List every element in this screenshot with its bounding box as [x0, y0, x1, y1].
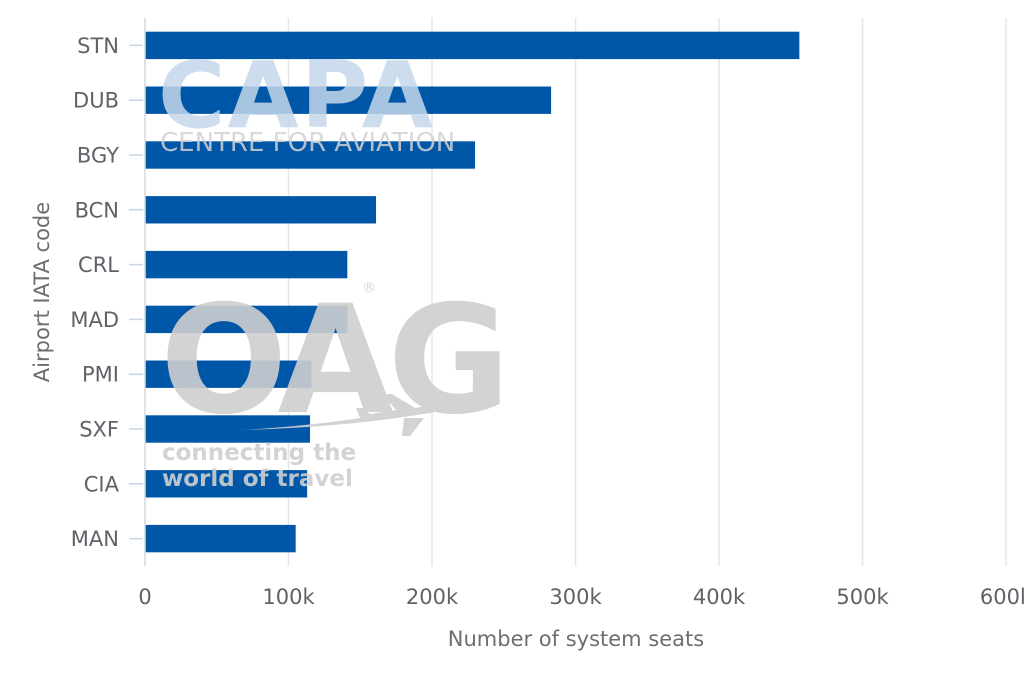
y-tick-label: BCN — [75, 198, 119, 222]
capa-watermark: CAPA CENTRE FOR AVIATION — [158, 42, 455, 158]
bar-dub — [145, 86, 552, 114]
bar-mad — [145, 305, 348, 334]
y-tick-label: CRL — [78, 253, 119, 277]
bar-man — [145, 524, 296, 553]
bar-pmi — [145, 360, 312, 388]
x-axis-title: Number of system seats — [448, 627, 704, 651]
x-tick-label: 600k — [980, 585, 1024, 609]
y-tick-label: DUB — [73, 89, 119, 113]
bar-stn — [145, 31, 800, 60]
oag-tagline-line2: world of travel — [162, 466, 353, 492]
y-tick-label: BGY — [77, 144, 119, 168]
x-tick-label: 200k — [406, 585, 459, 609]
oag-registered-mark: ® — [362, 280, 376, 296]
y-tick-label: MAN — [71, 527, 119, 551]
oag-tagline-line1: connecting the — [162, 440, 356, 466]
bar-crl — [145, 250, 348, 279]
y-tick-label: MAD — [70, 308, 119, 332]
capa-tagline: CENTRE FOR AVIATION — [160, 128, 455, 158]
y-tick-label: PMI — [82, 363, 119, 387]
y-tick-label: CIA — [84, 472, 120, 496]
axes: 0 100k 200k 300k 400k 500k 600k STN DUB BGY BCN CRL… — [70, 18, 1024, 609]
x-tick-label: 400k — [693, 585, 746, 609]
x-tick-label: 300k — [549, 585, 602, 609]
y-tick-label: SXF — [79, 418, 119, 442]
oag-logo-text: OAG — [160, 274, 505, 448]
bar-bcn — [145, 196, 377, 224]
bars — [145, 31, 800, 553]
oag-watermark: OAG ® connecting the world of travel — [160, 274, 511, 492]
airplane-wing-icon — [402, 418, 424, 436]
x-tick-label: 100k — [262, 585, 315, 609]
y-tick-label: STN — [77, 34, 119, 58]
y-axis-title: Airport IATA code — [30, 202, 54, 382]
bar-cia — [145, 470, 308, 498]
airplane-icon — [240, 394, 460, 430]
x-tick-label: 500k — [836, 585, 889, 609]
bar-bgy — [145, 141, 476, 169]
bar-sxf — [145, 415, 311, 443]
capa-logo-text: CAPA — [158, 42, 435, 149]
x-tick-label: 0 — [138, 585, 151, 609]
